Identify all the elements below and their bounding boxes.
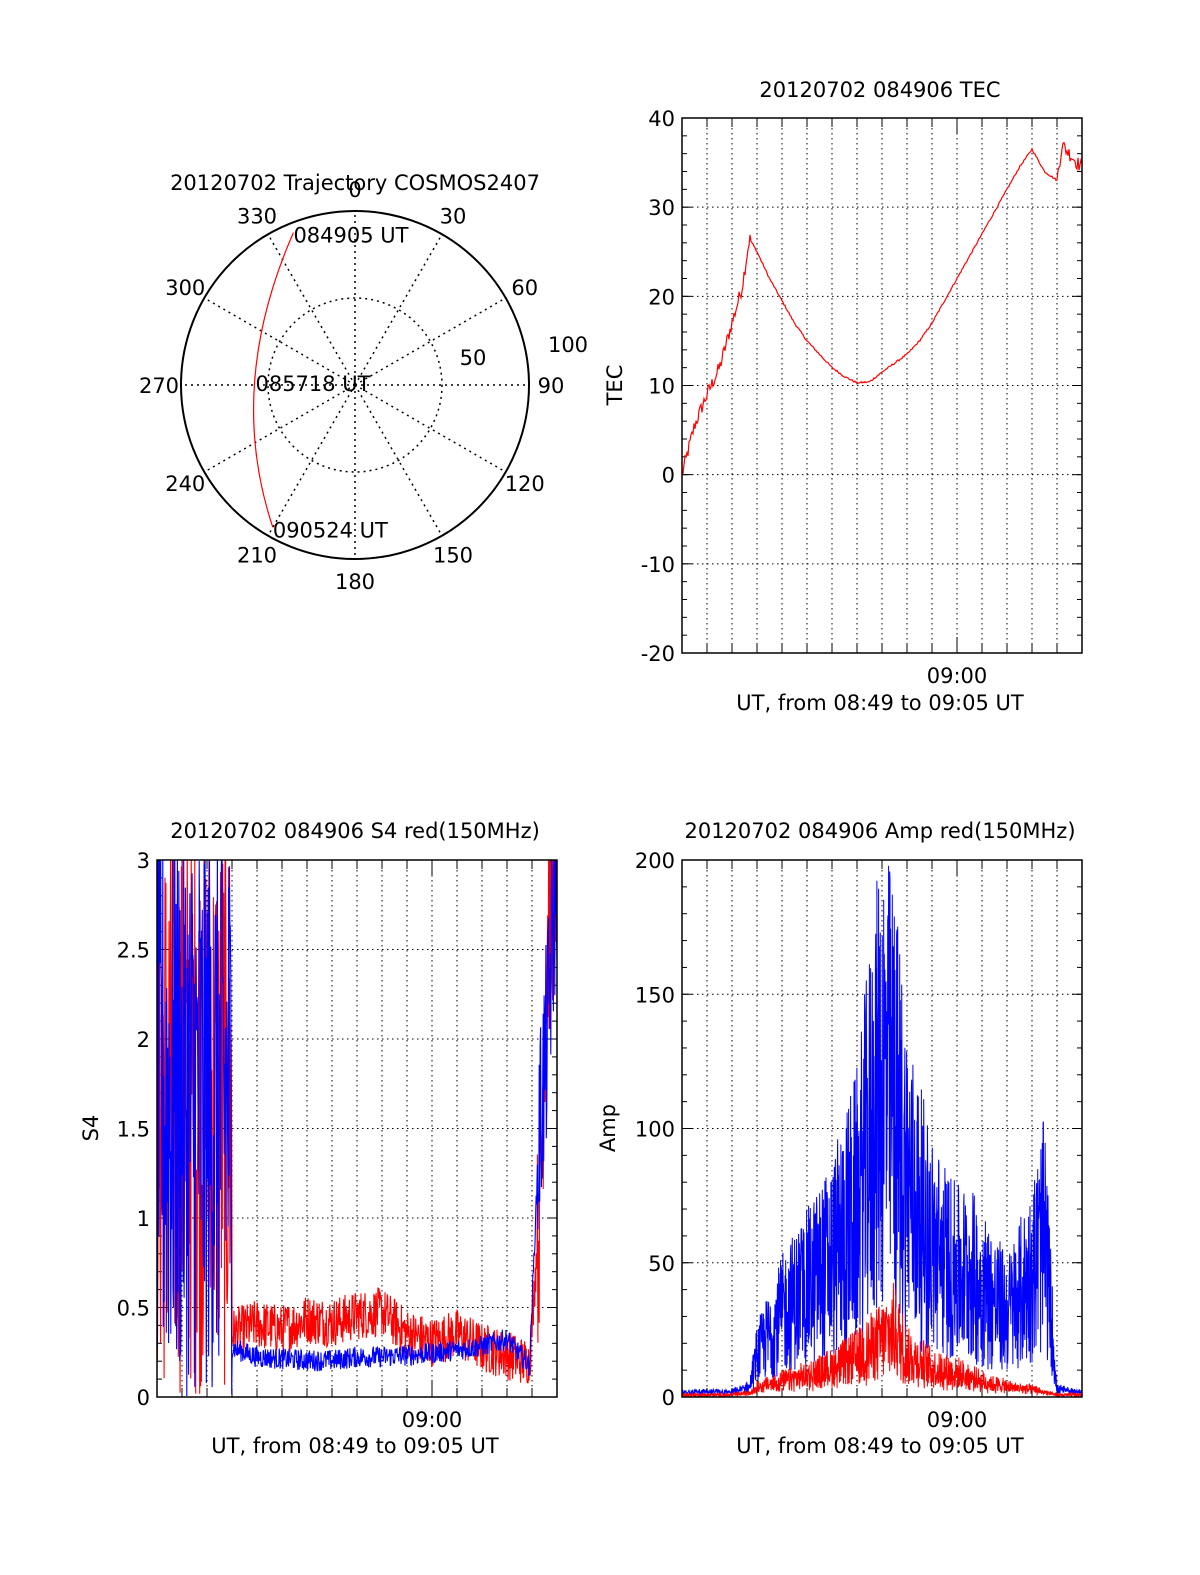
amp-plot: 20120702 084906 Amp red(150MHz) UT, from… (596, 819, 1083, 1458)
polar-spoke (354, 297, 507, 386)
y-tick-label: 2 (137, 1028, 150, 1052)
s4-plot: 20120702 084906 S4 red(150MHz) UT, from … (79, 819, 558, 1458)
polar-spoke (203, 297, 356, 386)
polar-spoke (354, 384, 507, 473)
series-line-blue (157, 860, 557, 1397)
trajectory-path (253, 232, 294, 528)
polar-outer-circle (180, 210, 530, 560)
x-tick-label: 09:00 (927, 1408, 988, 1432)
y-tick-label: 40 (648, 107, 675, 131)
trajectory-polar-plot: 20120702 Trajectory COSMOS2407 0 30 60 90 12… (139, 171, 588, 594)
tec-title: 20120702 084906 TEC (759, 78, 1000, 102)
plot-frame (156, 859, 558, 1398)
y-tick-label: 0 (662, 464, 675, 488)
trajectory-start-label: 084905 UT (293, 224, 408, 248)
y-tick-label: 3 (137, 849, 150, 873)
y-tick-label: 50 (648, 1252, 675, 1276)
y-tick-label: 1 (137, 1207, 150, 1231)
polar-radial-label: 50 (460, 346, 487, 370)
polar-azimuth-label: 60 (511, 276, 538, 300)
polar-azimuth-label: 210 (237, 544, 277, 568)
series-line-red (157, 860, 557, 1394)
polar-spoke (354, 384, 443, 537)
polar-azimuth-label: 180 (335, 570, 375, 594)
tec-ylabel: TEC (603, 365, 627, 407)
tec-plot: 20120702 084906 TEC UT, from 08:49 to 09… (603, 78, 1083, 715)
y-tick-label: 150 (635, 983, 675, 1007)
series-group (682, 865, 1082, 1397)
series-line-blue (682, 865, 1082, 1397)
trajectory-end-label: 090524 UT (273, 518, 388, 542)
y-tick-label: 20 (648, 285, 675, 309)
y-tick-label: 1.5 (117, 1118, 150, 1142)
amp-ylabel: Amp (596, 1104, 620, 1152)
polar-azimuth-label: 0 (348, 178, 361, 202)
polar-azimuth-label: 150 (433, 544, 473, 568)
y-tick-label: -20 (641, 642, 675, 666)
polar-azimuth-label: 240 (165, 472, 205, 496)
series-group (157, 860, 557, 1397)
polar-azimuth-label: 300 (165, 276, 205, 300)
x-tick-label: 09:00 (927, 664, 988, 688)
y-tick-label: 2.5 (117, 939, 150, 963)
series-group (682, 141, 1082, 475)
y-tick-label: 0 (137, 1386, 150, 1410)
trajectory-mid-label: 085718 UT (255, 372, 370, 396)
y-tick-label: 10 (648, 375, 675, 399)
y-tick-label: 0 (662, 1386, 675, 1410)
polar-azimuth-label: 330 (237, 204, 277, 228)
series-line-red (682, 1282, 1082, 1397)
polar-azimuth-label: 30 (440, 204, 467, 228)
polar-spoke (354, 233, 443, 386)
y-tick-label: 0.5 (117, 1297, 150, 1321)
polar-azimuth-label: 270 (139, 374, 179, 398)
s4-ylabel: S4 (79, 1115, 103, 1142)
plot-frame (681, 117, 1083, 654)
y-tick-label: 200 (635, 849, 675, 873)
s4-xlabel: UT, from 08:49 to 09:05 UT (211, 1434, 499, 1458)
y-tick-label: -10 (641, 553, 675, 577)
amp-xlabel: UT, from 08:49 to 09:05 UT (736, 1434, 1024, 1458)
series-line-red (682, 141, 1082, 475)
tec-xlabel: UT, from 08:49 to 09:05 UT (736, 691, 1024, 715)
y-tick-label: 100 (635, 1118, 675, 1142)
x-tick-label: 09:00 (402, 1408, 463, 1432)
polar-spoke (267, 233, 356, 386)
y-tick-label: 30 (648, 196, 675, 220)
amp-title: 20120702 084906 Amp red(150MHz) (684, 819, 1075, 843)
polar-spoke (203, 384, 356, 473)
polar-azimuth-label: 120 (505, 472, 545, 496)
polar-spoke (267, 384, 356, 537)
s4-title: 20120702 084906 S4 red(150MHz) (170, 819, 540, 843)
polar-azimuth-label: 90 (538, 374, 565, 398)
polar-title: 20120702 Trajectory COSMOS2407 (170, 171, 540, 195)
polar-mid-circle (267, 297, 443, 473)
polar-radial-label: 100 (548, 333, 588, 357)
plot-frame (681, 859, 1083, 1398)
